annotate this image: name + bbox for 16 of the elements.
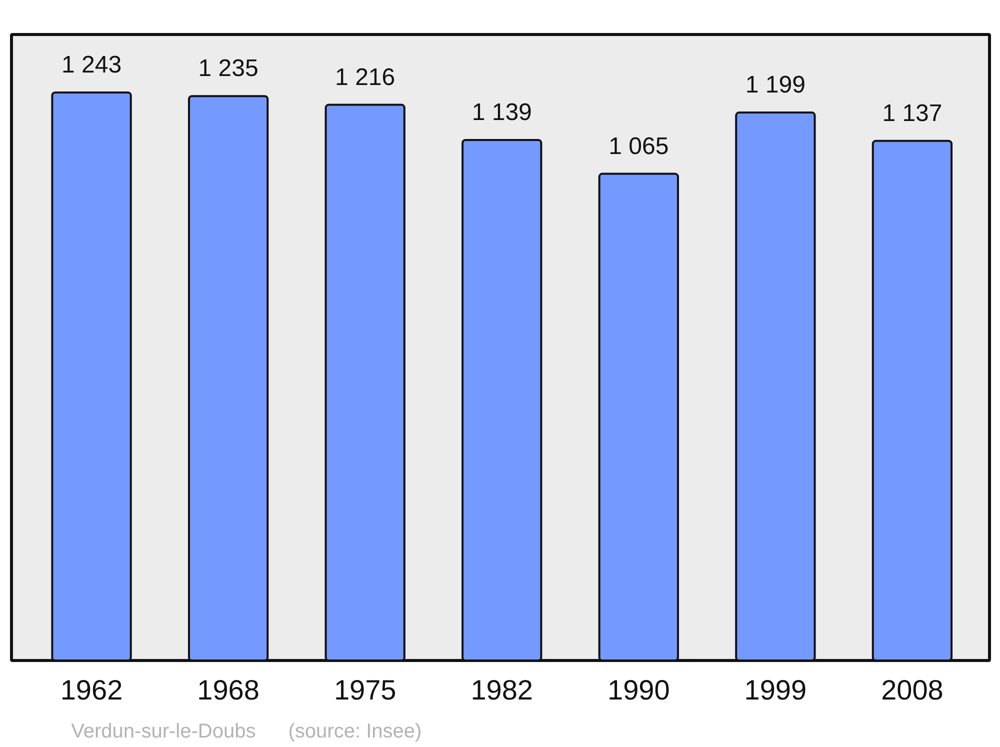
data-label: 1 235 xyxy=(198,55,258,82)
data-label: 1 243 xyxy=(61,51,122,78)
x-tick-label: 1975 xyxy=(334,674,396,706)
data-label: 1 065 xyxy=(608,132,669,160)
x-tick-label: 1990 xyxy=(608,674,670,706)
data-label: 1 199 xyxy=(745,72,806,99)
x-tick-label: 1982 xyxy=(470,674,534,706)
text: (source: Insee) xyxy=(288,720,422,742)
x-tick-label: 1999 xyxy=(744,674,807,706)
data-label: 1 137 xyxy=(882,100,942,127)
data-label: 1 216 xyxy=(335,64,396,91)
x-tick-label: 2008 xyxy=(881,674,944,706)
text: Verdun-sur-le-Doubs xyxy=(71,720,256,742)
x-tick-label: 1962 xyxy=(60,674,123,706)
data-label: 1 139 xyxy=(472,98,532,126)
x-tick-label: 1968 xyxy=(197,674,260,706)
